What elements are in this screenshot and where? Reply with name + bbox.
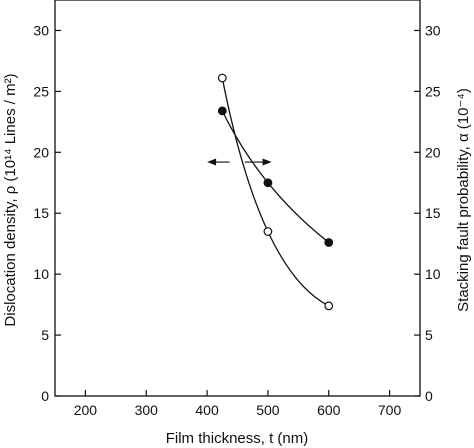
filled-circle-point [263,178,273,188]
y-right-tick-label: 5 [425,327,433,343]
y-left-tick-label: 0 [41,388,49,404]
open-circle-point [263,227,273,236]
y-right-tick-label: 10 [425,266,441,282]
x-tick-label: 300 [135,402,159,418]
y-left-tick-label: 30 [33,22,49,38]
filled-circle-point [217,106,227,116]
y-axis-left-ticks: 0 5 10 15 20 25 30 [33,22,61,404]
y-left-tick-label: 5 [41,327,49,343]
plot-frame [54,0,421,397]
arrow-right-head [262,158,272,166]
y-left-tick-label: 20 [33,144,49,160]
data-points [217,73,334,311]
open-circle-point [217,73,227,83]
open-circle-point [324,301,334,311]
y-left-tick-label: 25 [33,83,49,99]
x-tick-label: 600 [317,402,341,418]
x-axis-label: Film thickness, t (nm) [166,430,309,447]
x-axis-ticks: 200 300 400 500 600 700 [74,390,402,418]
y-right-tick-label: 15 [425,205,441,221]
y-axis-right-ticks: 0 5 10 15 20 25 30 [414,22,441,404]
y-right-tick-label: 0 [425,388,433,404]
filled-circle-point [324,238,334,247]
arrow-left-head [207,158,217,166]
y-right-tick-label: 30 [425,22,441,38]
x-tick-label: 700 [378,402,402,418]
fit-curves [221,77,330,307]
y-axis-right-label: Stacking fault probability, α (10⁻⁴) [455,88,472,312]
y-right-tick-label: 20 [425,144,441,160]
x-tick-label: 400 [195,402,219,418]
double-arrow [207,158,272,166]
y-right-tick-label: 25 [425,83,441,99]
x-tick-label: 500 [256,402,280,418]
x-tick-label: 200 [74,402,98,418]
y-left-tick-label: 15 [33,205,49,221]
y-axis-left-label: Dislocation density, ρ (10¹⁴ Lines / m²) [2,73,19,326]
fit-curve-filled [221,110,330,243]
y-left-tick-label: 10 [33,266,49,282]
